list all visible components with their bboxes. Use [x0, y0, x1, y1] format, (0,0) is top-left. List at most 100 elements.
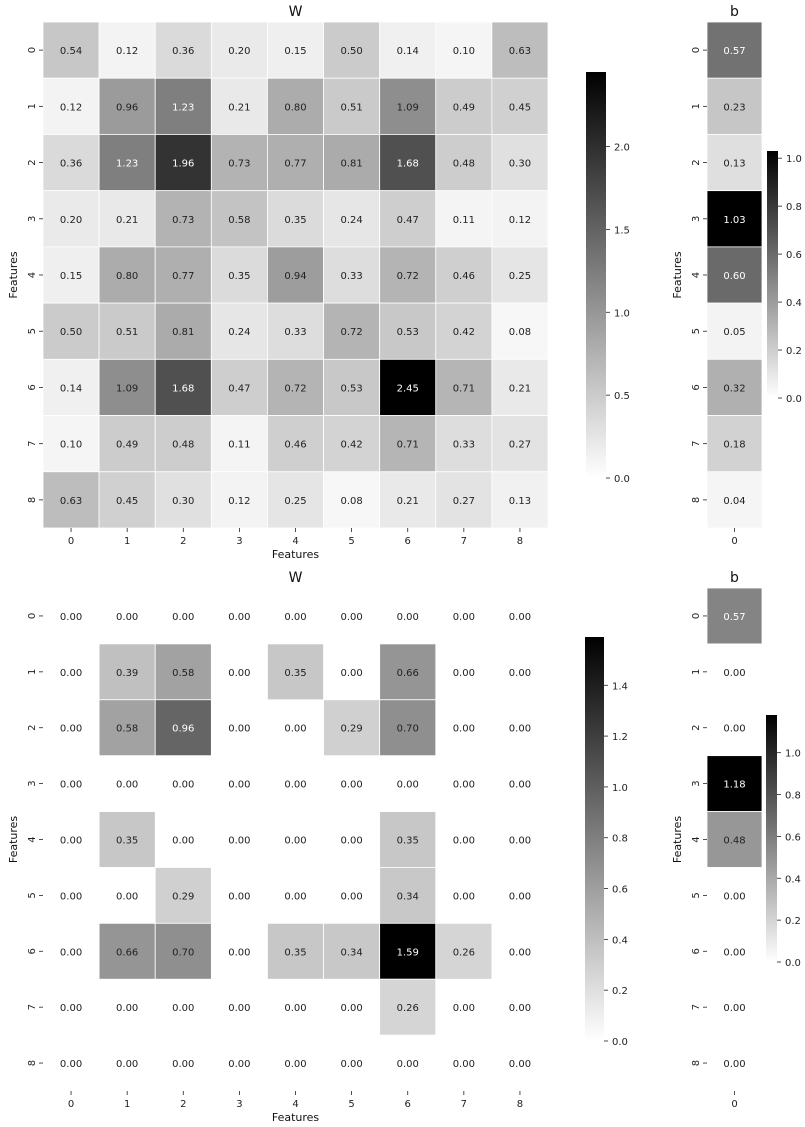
chart2-cell-label: 0.00: [60, 724, 82, 735]
chart2-cell-label: 0.00: [228, 1059, 250, 1070]
chart2-cell-label: 0.00: [228, 947, 250, 958]
chart1-cell-label: 0.32: [723, 383, 745, 394]
chart0-cell-label: 0.80: [116, 271, 138, 282]
chart2-cell-label: 0.00: [453, 668, 475, 679]
chart3-cell-label: 0.00: [723, 1003, 745, 1014]
chart0-cell-label: 0.14: [397, 46, 419, 57]
chart2-cell-label: 0.00: [509, 668, 531, 679]
chart2-cell-label: 0.70: [172, 947, 194, 958]
chart3-colorbar-tick-label: 0.4: [785, 874, 801, 885]
chart1-ytick-label: 4: [691, 272, 702, 278]
chart2-cell-label: 0.00: [509, 724, 531, 735]
chart3-ytick-label: 3: [691, 780, 702, 786]
chart1-colorbar: [767, 151, 778, 398]
chart2-cell-label: 0.00: [509, 780, 531, 791]
chart0-cell-label: 0.20: [60, 215, 82, 226]
chart2-cell-label: 0.00: [453, 612, 475, 623]
chart0-cell-label: 0.72: [284, 383, 306, 394]
chart0-cell-label: 0.53: [397, 327, 419, 338]
chart0-cell-label: 0.24: [228, 327, 250, 338]
chart2-cell-label: 0.58: [116, 724, 138, 735]
chart0-cell-label: 0.46: [453, 271, 475, 282]
chart2-cell-label: 0.00: [340, 1059, 362, 1070]
chart0-cell-label: 1.09: [116, 383, 138, 394]
chart2-cell-label: 0.00: [340, 891, 362, 902]
chart2-cell-label: 0.35: [397, 836, 419, 847]
chart2-cell-label: 0.00: [284, 1059, 306, 1070]
chart1-colorbar-tick-label: 1.0: [786, 154, 802, 165]
chart3-cell-label: 0.00: [723, 891, 745, 902]
chart0-cell-label: 0.08: [509, 327, 531, 338]
chart0-cell-label: 0.20: [228, 46, 250, 57]
chart2-colorbar-tick-label: 1.0: [612, 783, 628, 794]
chart2-ylabel: Features: [7, 816, 20, 864]
chart0-cell-label: 0.45: [116, 496, 138, 507]
chart2-ytick-label: 0: [27, 613, 38, 619]
chart3-ytick-label: 7: [691, 1004, 702, 1010]
chart3-ytick-label: 4: [691, 836, 702, 842]
chart0-cell-label: 0.21: [116, 215, 138, 226]
chart0-cell-label: 2.45: [397, 383, 419, 394]
chart2-colorbar-tick-label: 1.2: [612, 732, 628, 743]
chart0-cell-label: 0.50: [340, 46, 362, 57]
chart0-cell-label: 0.12: [60, 102, 82, 113]
chart0-cell-label: 0.33: [453, 440, 475, 451]
chart0-cell-label: 0.63: [509, 46, 531, 57]
chart0-cell-label: 0.73: [228, 159, 250, 170]
chart2-cell-label: 0.00: [453, 1059, 475, 1070]
chart0-cell-label: 1.68: [397, 159, 419, 170]
chart1-cell-label: 0.18: [723, 440, 745, 451]
chart0-cell-label: 0.35: [284, 215, 306, 226]
chart0-xtick-label: 6: [405, 536, 411, 547]
chart2-cell-label: 0.00: [60, 836, 82, 847]
chart0-xtick-label: 3: [236, 536, 242, 547]
chart2-cell-label: 0.00: [340, 780, 362, 791]
chart0-cell-label: 0.80: [284, 102, 306, 113]
chart3-cell-label: 0.00: [723, 1059, 745, 1070]
chart1-ytick-label: 3: [691, 216, 702, 222]
chart2-cell-label: 0.34: [397, 891, 419, 902]
chart0-cell-label: 0.08: [340, 496, 362, 507]
chart2-xtick-label: 8: [517, 1099, 523, 1110]
chart2-cell-label: 0.00: [172, 1059, 194, 1070]
chart2-cell-label: 0.00: [228, 612, 250, 623]
chart2-cell-label: 0.00: [509, 836, 531, 847]
chart2-xtick-label: 7: [461, 1099, 467, 1110]
chart0-ytick-label: 1: [27, 103, 38, 109]
chart0-cell-label: 0.96: [116, 102, 138, 113]
chart0-cell-label: 0.50: [60, 327, 82, 338]
chart0-colorbar-tick-label: 2.0: [614, 143, 630, 154]
chart1-ytick-label: 8: [691, 497, 702, 503]
chart0-cell-label: 0.81: [172, 327, 194, 338]
chart2-cell-label: 0.00: [228, 1003, 250, 1014]
chart0-cell-label: 0.25: [509, 271, 531, 282]
chart3-colorbar-tick-label: 0.6: [785, 832, 801, 843]
chart1-cell-label: 0.60: [723, 271, 745, 282]
chart1-cell-label: 1.03: [723, 215, 745, 226]
chart2-cell-label: 0.00: [453, 724, 475, 735]
chart2-ytick-label: 2: [27, 725, 38, 731]
chart2-xtick-label: 3: [236, 1099, 242, 1110]
chart0-title: W: [289, 4, 303, 20]
chart3-ytick-label: 1: [691, 669, 702, 675]
chart0-colorbar-tick-label: 1.0: [614, 308, 630, 319]
chart0-cell-label: 0.51: [116, 327, 138, 338]
chart2-cell-label: 0.00: [284, 780, 306, 791]
chart3-cell-label: 1.18: [723, 780, 745, 791]
chart2-cell-label: 0.70: [397, 724, 419, 735]
chart2-cell-label: 0.96: [172, 724, 194, 735]
chart2-cell-label: 0.00: [116, 1059, 138, 1070]
chart3-colorbar: [766, 715, 777, 962]
chart2-cell-label: 0.29: [172, 891, 194, 902]
chart2-cell-label: 0.00: [397, 780, 419, 791]
chart2-cell-label: 0.00: [340, 612, 362, 623]
chart0-cell-label: 0.35: [228, 271, 250, 282]
chart0-cell-label: 0.47: [228, 383, 250, 394]
chart2-cell-label: 0.00: [284, 1003, 306, 1014]
chart0-ytick-label: 8: [27, 497, 38, 503]
chart2-ytick-label: 3: [27, 780, 38, 786]
chart0-cell-label: 0.73: [172, 215, 194, 226]
chart2-cell-label: 0.00: [509, 1003, 531, 1014]
chart1-ytick-label: 6: [691, 384, 702, 390]
